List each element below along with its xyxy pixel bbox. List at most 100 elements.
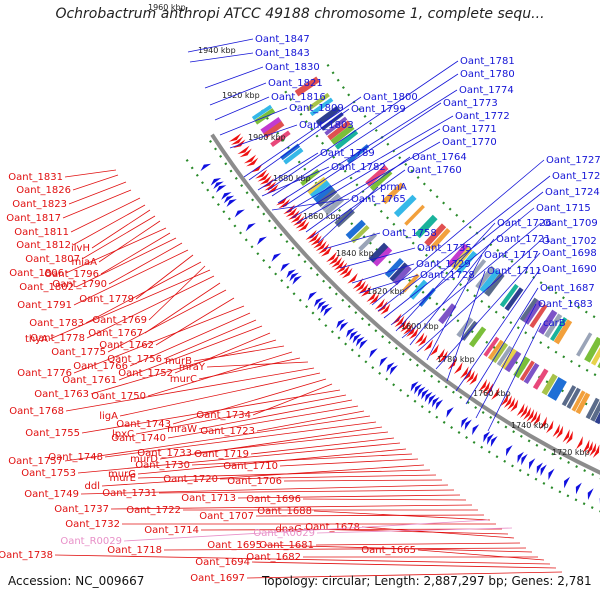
reverse-cds-mark <box>409 327 419 340</box>
forward-cds-mark <box>355 336 365 347</box>
reverse-gene-label: Oant_1718 <box>107 545 162 556</box>
forward-gene-label: Oant_1724 <box>545 187 600 198</box>
reverse-gene-label: Oant_1767 <box>88 328 143 339</box>
reverse-gene-label: Oant_1802 <box>19 282 74 293</box>
gene-leader-line <box>283 479 443 482</box>
cog-block <box>251 104 273 121</box>
forward-gene-label: Oant_1816 <box>271 92 326 103</box>
reverse-gene-label: dnaG <box>275 524 302 535</box>
reverse-cds-mark <box>298 221 310 232</box>
forward-gene-labels: Oant_1847 Oant_1843 Oant_1830 Oant_1821 Oant… <box>187 34 600 432</box>
feature-block <box>544 313 563 338</box>
scale-label: 1780 kbp <box>437 355 475 364</box>
cog-block <box>575 392 591 415</box>
feature-block <box>306 92 330 112</box>
reverse-gene-label: ilvH <box>71 243 90 254</box>
cog-block <box>547 376 563 399</box>
gene-leader-line <box>159 426 383 460</box>
gene-leader-line <box>75 237 177 288</box>
gene-leader-line <box>147 351 293 397</box>
reverse-cds-mark <box>233 139 246 148</box>
reverse-gene-label: Oant_1706 <box>227 476 282 487</box>
forward-gene-label: Oant_1717 <box>484 250 539 261</box>
forward-gene-label: Oant_1847 <box>255 34 310 45</box>
forward-cds-mark <box>483 431 491 443</box>
reverse-cds-mark <box>339 265 350 276</box>
forward-gene-label: Oant_1687 <box>540 283 595 294</box>
reverse-cds-mark <box>366 290 377 302</box>
reverse-gene-label: Oant_1749 <box>24 489 79 500</box>
reverse-cds-mark <box>288 210 300 220</box>
reverse-cds-mark <box>562 429 570 443</box>
gene-leader-line <box>246 571 563 579</box>
gene-leader-line <box>107 289 227 353</box>
forward-cds-mark <box>200 163 212 172</box>
gene-leader-line <box>155 297 235 346</box>
feature-block <box>369 169 393 191</box>
feature-block <box>522 299 543 325</box>
cog-block <box>283 147 304 165</box>
reverse-cds-mark <box>529 410 538 424</box>
reverse-gene-label: Oant_1811 <box>14 227 69 238</box>
forward-cds-mark <box>210 177 222 186</box>
gene-leader-line <box>204 66 264 89</box>
reverse-gene-label: Oant_1696 <box>246 494 301 505</box>
forward-gene-label: Oant_1770 <box>442 137 497 148</box>
feature-block <box>309 97 334 117</box>
forward-cds-mark <box>389 365 398 376</box>
reverse-cds-mark <box>481 381 491 394</box>
gene-leader-line <box>100 232 171 275</box>
reverse-gene-label: Oant_1779 <box>79 294 134 305</box>
forward-cds-mark <box>257 236 267 246</box>
scale-labels: 1960 kbp 1940 kbp 1920 kbp 1900 kbp 1880 kbp… <box>148 3 590 457</box>
forward-cds-mark <box>464 419 472 431</box>
reverse-gene-label: Oant_1730 <box>135 460 190 471</box>
forward-cds-mark <box>336 319 346 329</box>
gene-leader-line <box>198 357 301 380</box>
reverse-gene-label: Oant_1778 <box>30 333 85 344</box>
gene-leader-line <box>137 469 431 479</box>
reverse-gene-label: Oant_1756 <box>107 354 162 365</box>
gene-leader-line <box>189 52 254 63</box>
forward-gene-label: Oant_1683 <box>538 299 593 310</box>
reverse-gene-label: Oant_1755 <box>25 428 80 439</box>
gene-leader-line <box>193 431 389 454</box>
reverse-cds-mark <box>503 395 512 409</box>
forward-gene-label: Oant_1772 <box>455 111 510 122</box>
rna-gene-label: Oant_R0029 <box>253 528 315 539</box>
forward-cds-mark <box>487 433 494 445</box>
reverse-cds-mark <box>459 366 469 379</box>
feature-block <box>584 336 600 363</box>
gene-leader-line <box>209 82 267 106</box>
gene-leader-line <box>119 372 321 417</box>
reverse-cds-mark <box>394 315 405 328</box>
gene-leader-line <box>309 169 406 239</box>
reverse-gene-label: murC <box>170 374 197 385</box>
reverse-gene-label: Oant_1688 <box>257 506 312 517</box>
reverse-gene-label: Oant_1740 <box>111 433 166 444</box>
cog-block <box>571 390 586 412</box>
gene-leader-line <box>64 169 117 178</box>
forward-gene-label: Oant_1709 <box>543 218 598 229</box>
feature-block <box>414 214 438 239</box>
reverse-gene-label: Oant_1769 <box>92 315 147 326</box>
forward-cds-mark <box>226 199 237 207</box>
gene-leader-line <box>90 339 277 395</box>
reverse-cds-mark <box>331 257 343 268</box>
cog-block <box>487 339 504 361</box>
gene-leader-line <box>86 275 215 339</box>
reverse-gene-label: Oant_1732 <box>65 519 120 530</box>
forward-gene-label: carB <box>543 318 566 329</box>
gene-leader-line <box>263 544 533 553</box>
cog-block <box>585 397 600 420</box>
reverse-cds-mark <box>243 154 257 164</box>
reverse-gene-label: Oant_1796 <box>44 269 99 280</box>
cog-block <box>313 184 334 203</box>
cog-block <box>550 379 567 401</box>
reverse-gene-label: Oant_1748 <box>48 452 103 463</box>
reverse-gene-label: lpxC <box>112 429 134 440</box>
cog-block <box>523 362 540 385</box>
cog-block <box>270 130 291 147</box>
reverse-cds-mark <box>259 175 272 185</box>
forward-cds-mark <box>215 185 227 193</box>
